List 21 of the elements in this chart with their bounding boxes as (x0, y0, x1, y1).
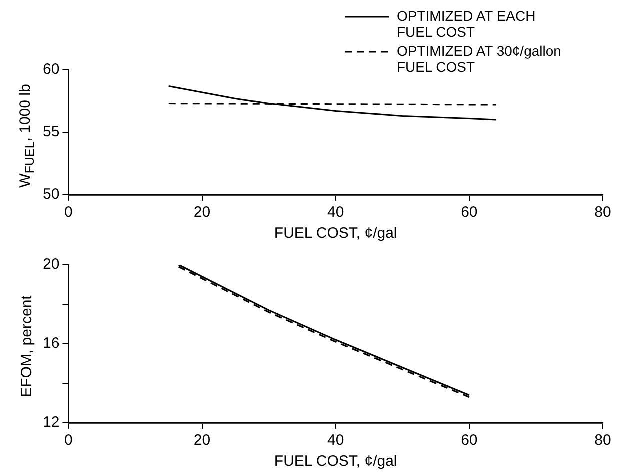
y-tick-label: 16 (42, 335, 60, 352)
x-axis-title: FUEL COST, ¢/gal (274, 453, 398, 470)
x-tick-label: 0 (64, 204, 73, 222)
y-tick-label: 12 (42, 414, 60, 432)
legend-label: OPTIMIZED AT 30¢/gallon FUEL COST (397, 43, 562, 75)
x-axis-title: FUEL COST, ¢/gal (274, 225, 398, 242)
x-tick-label: 60 (461, 432, 478, 450)
x-tick-label: 40 (328, 432, 344, 450)
x-tick-label: 80 (594, 204, 612, 222)
x-tick-label: 20 (194, 432, 211, 450)
y-tick-label: 55 (42, 124, 60, 141)
x-tick-label: 40 (328, 204, 344, 222)
y-tick-label: 50 (42, 186, 60, 204)
x-tick-label: 60 (461, 204, 478, 222)
y-axis-title: EFOM, percent (18, 294, 36, 399)
y-tick-label: 60 (42, 61, 60, 78)
x-tick-label: 20 (194, 204, 211, 222)
legend-label: OPTIMIZED AT EACH FUEL COST (397, 8, 537, 40)
x-tick-label: 0 (64, 432, 73, 450)
x-tick-label: 80 (594, 432, 612, 450)
y-tick-label: 20 (42, 256, 60, 274)
